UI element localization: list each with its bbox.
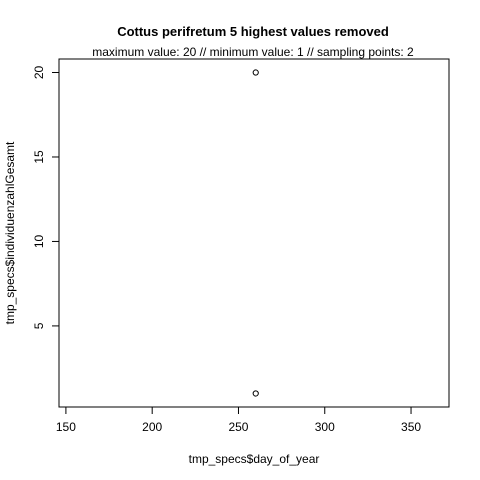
data-points (252, 69, 259, 397)
x-axis-label: tmp_specs$day_of_year (189, 452, 320, 466)
y-tick-label: 10 (32, 234, 46, 248)
x-tick-label: 150 (56, 420, 76, 434)
y-axis: 5 10 15 20 (32, 66, 60, 329)
y-tick-label: 15 (32, 150, 46, 164)
y-axis-label: tmp_specs$individuenzahlGesamt (3, 141, 17, 324)
y-tick-label: 20 (32, 66, 46, 80)
data-point (252, 69, 259, 76)
x-tick-label: 350 (401, 420, 421, 434)
plot-area-frame (58, 58, 450, 408)
y-tick-label: 5 (32, 322, 46, 329)
x-tick-label: 250 (228, 420, 248, 434)
x-axis: 150 200 250 300 350 (56, 406, 421, 434)
chart-title: Cottus perifretum 5 highest values remov… (117, 24, 389, 39)
x-tick-label: 200 (142, 420, 162, 434)
x-tick-label: 300 (315, 420, 335, 434)
data-point (252, 390, 259, 397)
chart-subtitle: maximum value: 20 // minimum value: 1 //… (92, 45, 414, 59)
